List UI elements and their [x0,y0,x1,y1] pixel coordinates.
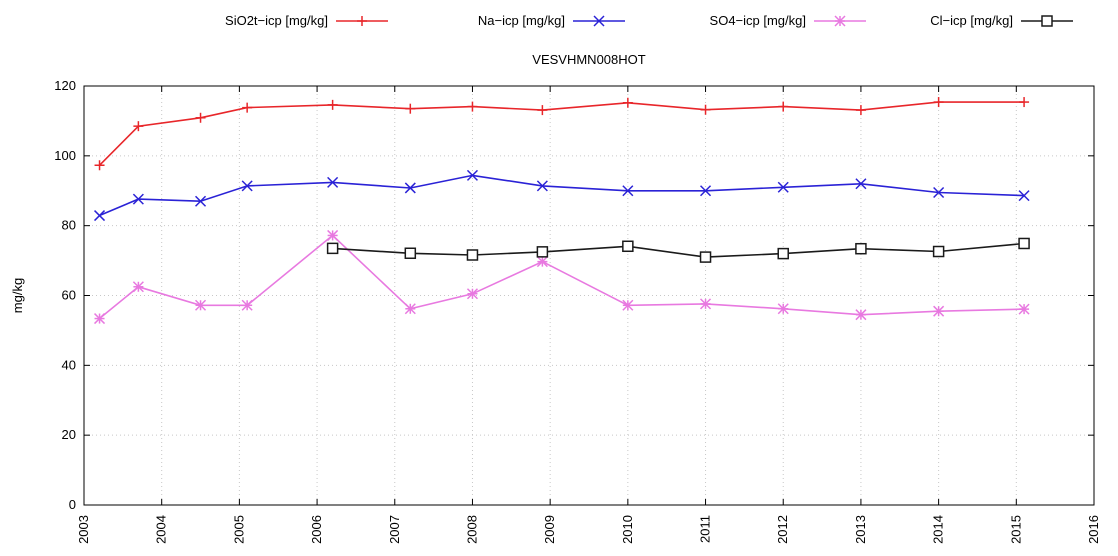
x-tick-label: 2009 [542,515,557,544]
data-point [855,178,867,190]
y-tick-label: 100 [54,148,76,163]
x-tick-label: 2016 [1086,515,1101,544]
data-point [593,15,605,27]
data-point [242,102,253,113]
data-point [132,193,144,205]
data-point [466,288,478,300]
data-point [537,105,548,116]
data-point [326,242,339,255]
data-point [94,313,106,325]
data-point [466,169,478,181]
data-point [404,247,417,260]
x-tick-label: 2007 [387,515,402,544]
data-point [855,309,867,321]
data-point [700,298,712,310]
data-point [467,101,478,112]
x-tick-label: 2011 [698,515,713,543]
data-point [855,242,867,255]
data-point [622,97,633,108]
data-point [778,101,789,112]
data-point [94,210,106,222]
data-point [536,256,548,268]
x-tick-label: 2008 [464,515,479,544]
series-plus [94,97,1030,171]
data-point [195,112,206,123]
data-point [1018,190,1030,202]
y-tick-label: 60 [62,288,76,303]
series-line [98,101,1025,166]
data-point [1018,303,1030,315]
series-star [94,229,1030,325]
series-line [332,242,1025,258]
data-point [699,251,712,263]
data-point [1019,97,1030,108]
data-point [404,303,416,315]
data-point [195,195,207,207]
data-point [133,121,144,132]
y-tick-label: 0 [69,497,76,512]
y-tick-label: 80 [62,218,76,233]
x-tick-label: 2010 [620,515,635,544]
data-point [622,240,634,253]
series-line [99,174,1025,217]
data-point [94,160,105,171]
x-tick-label: 2004 [154,515,169,544]
x-tick-label: 2006 [309,515,324,544]
legend: SiO2t−icp [mg/kg] Na−icp [mg/kg] SO4−icp [… [225,13,1073,28]
x-tick-label: 2012 [775,515,790,544]
x-tick-label: 2014 [931,515,946,544]
data-point [132,281,144,293]
data-point [327,99,338,110]
data-point [536,246,549,258]
x-tick-label: 2003 [76,515,91,544]
data-point [404,182,416,194]
data-point [357,16,367,26]
legend-label: Cl−icp [mg/kg] [930,13,1013,28]
data-point [241,299,253,311]
series-line [98,234,1025,320]
data-point [777,181,789,193]
grid-lines [84,86,1094,505]
axis-ticks: 0 20 40 60 80 100 120 2003 2004 2005 2006 2007 2008 2… [54,78,1101,544]
data-point [777,247,789,260]
x-tick-label: 2015 [1008,515,1023,544]
data-point [933,97,944,108]
data-point [536,180,548,192]
data-point [855,105,866,116]
data-point [195,299,207,311]
data-point [700,185,712,197]
series-square [326,237,1030,263]
data-point [700,104,711,115]
data-point [932,245,945,258]
data-point [327,176,339,188]
data-point [933,186,945,199]
data-point [405,103,416,114]
series-layer [94,97,1030,325]
data-point [466,249,479,261]
y-tick-label: 40 [62,357,76,372]
series-x [94,169,1030,222]
data-point [1018,237,1030,250]
data-point [327,229,339,241]
legend-label: SiO2t−icp [mg/kg] [225,13,328,28]
data-point [834,15,846,27]
data-point [777,303,789,315]
legend-label: Na−icp [mg/kg] [478,13,565,28]
chart-title: VESVHMN008HOT [532,52,645,67]
x-tick-label: 2005 [231,515,246,544]
y-tick-label: 120 [54,78,76,93]
data-point [1041,15,1053,27]
data-point [622,299,634,311]
y-axis-label: mg/kg [10,278,25,313]
data-point [241,180,253,192]
y-tick-label: 20 [62,427,76,442]
data-point [933,305,945,317]
data-point [622,185,634,197]
legend-label: SO4−icp [mg/kg] [710,13,806,28]
x-tick-label: 2013 [853,515,868,544]
